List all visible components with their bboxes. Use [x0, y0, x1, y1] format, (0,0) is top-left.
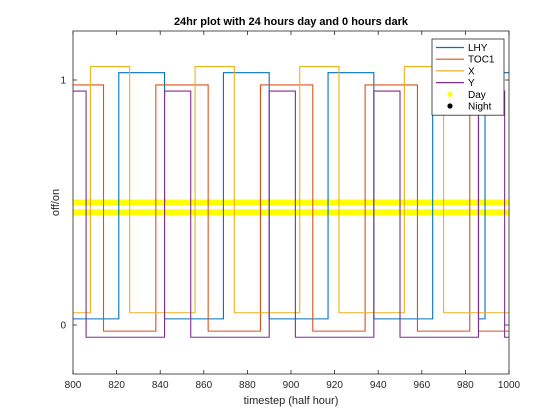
x-tick-label: 820 [108, 380, 125, 391]
x-tick-label: 880 [239, 380, 256, 391]
y-axis-label: off/on [50, 189, 62, 216]
plot-area: 800 820 840 860 880 900 920 940 960 980 1000 0 1 [60, 30, 521, 391]
x-tick-label: 1000 [498, 380, 521, 391]
series-line-x [73, 65, 509, 314]
x-tick-label: 840 [152, 380, 169, 391]
x-tick-label: 860 [195, 380, 212, 391]
series-line-y [73, 90, 509, 338]
legend-marker-night [447, 103, 453, 109]
legend-box [431, 38, 505, 116]
legend-label-day: Day [468, 90, 486, 101]
x-tick-label: 960 [413, 380, 430, 391]
legend-label-lhy: LHY [468, 43, 488, 54]
series-line-toc1 [73, 84, 509, 332]
x-tick-label: 980 [457, 380, 474, 391]
legend-marker-day [447, 91, 453, 97]
x-tick-label: 900 [283, 380, 300, 391]
legend-label-night: Night [468, 102, 492, 113]
y-tick-label: 0 [60, 321, 66, 332]
x-tick-label: 940 [370, 380, 387, 391]
y-tick-label: 1 [60, 76, 66, 87]
x-axis-label: timestep (half hour) [244, 395, 339, 407]
x-tick-label: 920 [326, 380, 343, 391]
legend-label-toc1: TOC1 [468, 55, 495, 66]
x-tick-label: 800 [65, 380, 82, 391]
chart-title: 24hr plot with 24 hours day and 0 hours … [174, 16, 409, 28]
legend-label-x: X [468, 66, 475, 77]
legend-label-y: Y [468, 78, 475, 89]
